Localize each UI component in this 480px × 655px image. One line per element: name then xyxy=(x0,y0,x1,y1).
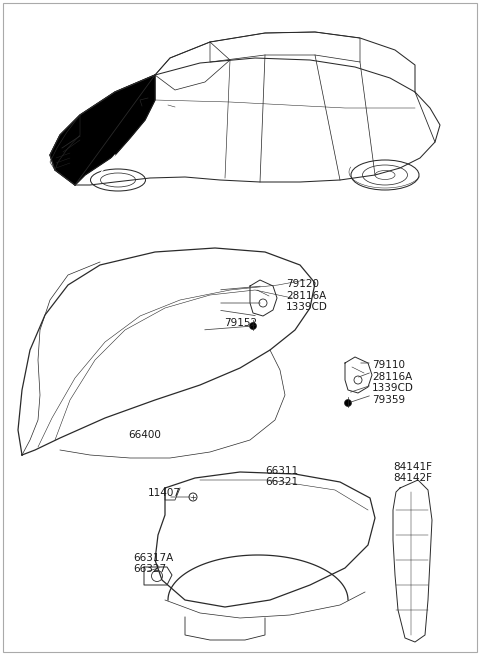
Text: 84141F: 84141F xyxy=(393,462,432,472)
Text: 79359: 79359 xyxy=(372,395,405,405)
Text: 28116A: 28116A xyxy=(286,291,326,301)
Text: 66311: 66311 xyxy=(265,466,298,476)
Polygon shape xyxy=(50,75,155,185)
Text: 28116A: 28116A xyxy=(372,372,412,382)
Text: 84142F: 84142F xyxy=(393,473,432,483)
Text: 11407: 11407 xyxy=(148,488,181,498)
Text: 66327: 66327 xyxy=(133,564,166,574)
Text: 79110: 79110 xyxy=(372,360,405,370)
Text: 66321: 66321 xyxy=(265,477,298,487)
Text: 66400: 66400 xyxy=(128,430,161,440)
Text: 66317A: 66317A xyxy=(133,553,173,563)
Text: 1339CD: 1339CD xyxy=(372,383,414,393)
Circle shape xyxy=(345,400,351,407)
Text: 79152: 79152 xyxy=(224,318,257,328)
Text: 79120: 79120 xyxy=(286,279,319,289)
Circle shape xyxy=(250,322,256,329)
Text: 1339CD: 1339CD xyxy=(286,302,328,312)
